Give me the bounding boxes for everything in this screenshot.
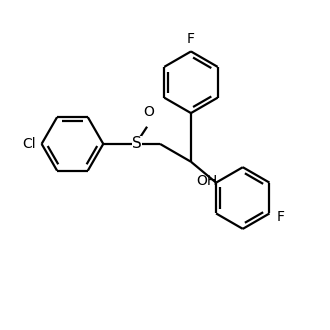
Text: OH: OH xyxy=(196,174,217,188)
Text: F: F xyxy=(187,32,195,46)
Text: O: O xyxy=(143,105,154,119)
Text: F: F xyxy=(277,210,284,224)
Text: Cl: Cl xyxy=(22,137,36,151)
Text: S: S xyxy=(132,136,142,151)
